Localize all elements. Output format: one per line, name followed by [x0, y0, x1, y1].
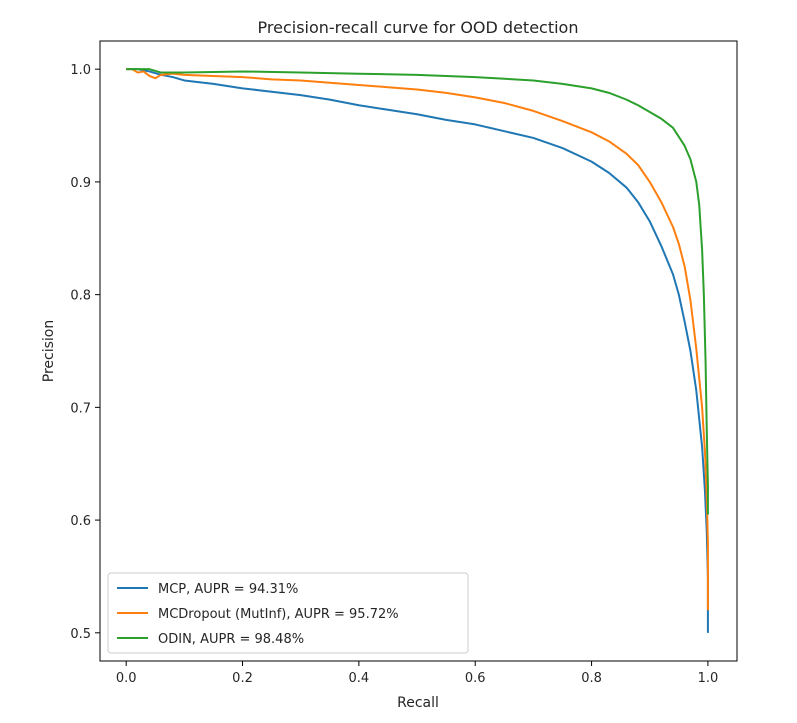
legend-label-1: MCDropout (MutInf), AUPR = 95.72%: [158, 607, 399, 622]
series-line-1: [126, 68, 709, 611]
legend-box: [107, 572, 469, 654]
plot-frame: [99, 40, 738, 662]
series-line-0: [126, 68, 709, 633]
legend-entries: MCP, AUPR = 94.31% MCDropout (MutInf), AU…: [117, 582, 399, 647]
x-tick-label: 0.6: [465, 671, 486, 686]
chart-title: Precision-recall curve for OOD detection: [258, 18, 579, 37]
legend: MCP, AUPR = 94.31% MCDropout (MutInf), AU…: [107, 572, 469, 654]
legend-label-0: MCP, AUPR = 94.31%: [158, 582, 298, 597]
y-tick-label: 0.5: [70, 627, 91, 642]
y-axis-ticks: 0.5 0.6 0.7 0.8 0.9 1.0: [70, 63, 100, 642]
y-tick-label: 0.6: [70, 514, 91, 529]
y-tick-label: 0.9: [70, 176, 91, 191]
x-tick-label: 0.0: [116, 671, 137, 686]
y-tick-label: 0.7: [70, 401, 91, 416]
x-tick-label: 1.0: [698, 671, 719, 686]
x-tick-label: 0.8: [581, 671, 602, 686]
y-tick-label: 1.0: [70, 63, 91, 78]
x-axis-label: Recall: [397, 695, 439, 711]
x-tick-label: 0.2: [232, 671, 253, 686]
series-lines: [126, 68, 709, 633]
x-axis-ticks: 0.0 0.2 0.4 0.6 0.8 1.0: [116, 661, 718, 686]
series-line-2: [126, 68, 709, 515]
legend-label-2: ODIN, AUPR = 98.48%: [158, 632, 304, 647]
y-tick-label: 0.8: [70, 289, 91, 304]
y-axis-label: Precision: [41, 320, 57, 382]
x-tick-label: 0.4: [349, 671, 370, 686]
